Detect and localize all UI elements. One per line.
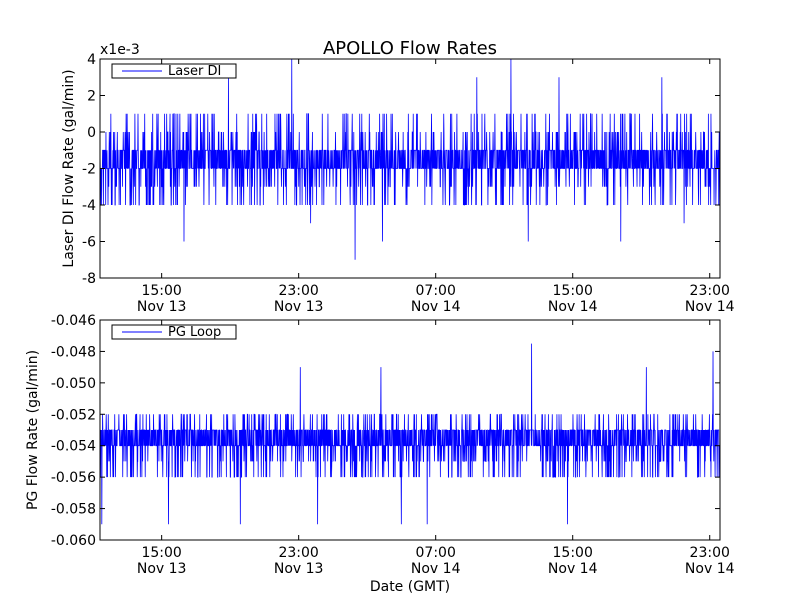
laser-di-x-tick-time: 23:00 [690,283,730,299]
pg-y-tick-label: -0.060 [51,533,96,549]
pg-loop-legend-label: PG Loop [168,325,221,340]
laser-di-legend-label: Laser DI [168,64,221,79]
pg-y-tick-label: -0.046 [51,313,96,329]
laser-di-series-line [100,59,720,260]
laser-di-y-tick-label: 4 [87,52,96,68]
pg-loop-legend-box [111,324,237,340]
pg-x-tick-date: Nov 14 [685,561,735,577]
laser-di-x-tick-date: Nov 14 [411,299,461,315]
laser-di-y-tick-label: 0 [87,125,96,141]
pg-y-tick-label: -0.054 [51,439,96,455]
laser-di-offset-label: x1e-3 [100,42,140,58]
pg-y-tick-label: -0.052 [51,407,96,423]
pg-y-axis-label: PG Flow Rate (gal/min) [25,350,41,510]
laser-di-legend: Laser DI [111,63,237,79]
pg-loop-legend: PG Loop [111,324,237,340]
pg-x-tick-date: Nov 14 [411,561,461,577]
pg-x-tick-time: 23:00 [278,545,318,561]
laser-di-x-tick-time: 07:00 [416,283,456,299]
pg-x-tick-date: Nov 13 [274,561,324,577]
laser-di-x-tick-time: 23:00 [278,283,318,299]
laser-di-x-tick-date: Nov 14 [685,299,735,315]
laser-di-x-tick-time: 15:00 [553,283,593,299]
pg-x-tick-time: 15:00 [141,545,181,561]
laser-di-y-axis-label: Laser DI Flow Rate (gal/min) [61,69,77,267]
pg-x-tick-date: Nov 14 [548,561,598,577]
x-axis-label: Date (GMT) [370,579,450,595]
laser-di-y-tick-label: 2 [87,89,96,105]
laser-di-panel: x1e-3 Laser DI Flow Rate (gal/min) 4 2 0 -2… [61,42,735,315]
pg-loop-series [100,343,720,525]
laser-di-series [100,59,720,260]
pg-y-tick-label: -0.056 [51,470,96,486]
pg-x-tick-time: 07:00 [416,545,456,561]
pg-x-tick-time: 23:00 [690,545,730,561]
laser-di-x-tick-date: Nov 14 [548,299,598,315]
laser-di-y-tick-label: -6 [82,235,96,251]
figure-title: APOLLO Flow Rates [323,38,497,59]
pg-y-tick-label: -0.058 [51,502,96,518]
laser-di-y-tick-label: -2 [82,162,96,178]
pg-x-tick-date: Nov 13 [137,561,187,577]
laser-di-x-tick-date: Nov 13 [137,299,187,315]
pg-loop-panel: PG Flow Rate (gal/min) -0.046 -0.048 -0.05… [25,313,735,577]
pg-y-tick-label: -0.048 [51,344,96,360]
pg-x-tick-time: 15:00 [553,545,593,561]
pg-y-tick-label: -0.050 [51,376,96,392]
laser-di-x-tick-date: Nov 13 [274,299,324,315]
laser-di-legend-box [111,63,237,79]
pg-axes-frame [99,319,721,541]
pg-series-line [100,343,720,525]
pg-axes: -0.046 -0.048 -0.050 -0.052 -0.054 -0.056 -0.0… [51,313,735,577]
laser-di-y-tick-label: -8 [82,271,96,287]
laser-di-x-tick-time: 15:00 [141,283,181,299]
laser-di-y-tick-label: -4 [82,198,96,214]
